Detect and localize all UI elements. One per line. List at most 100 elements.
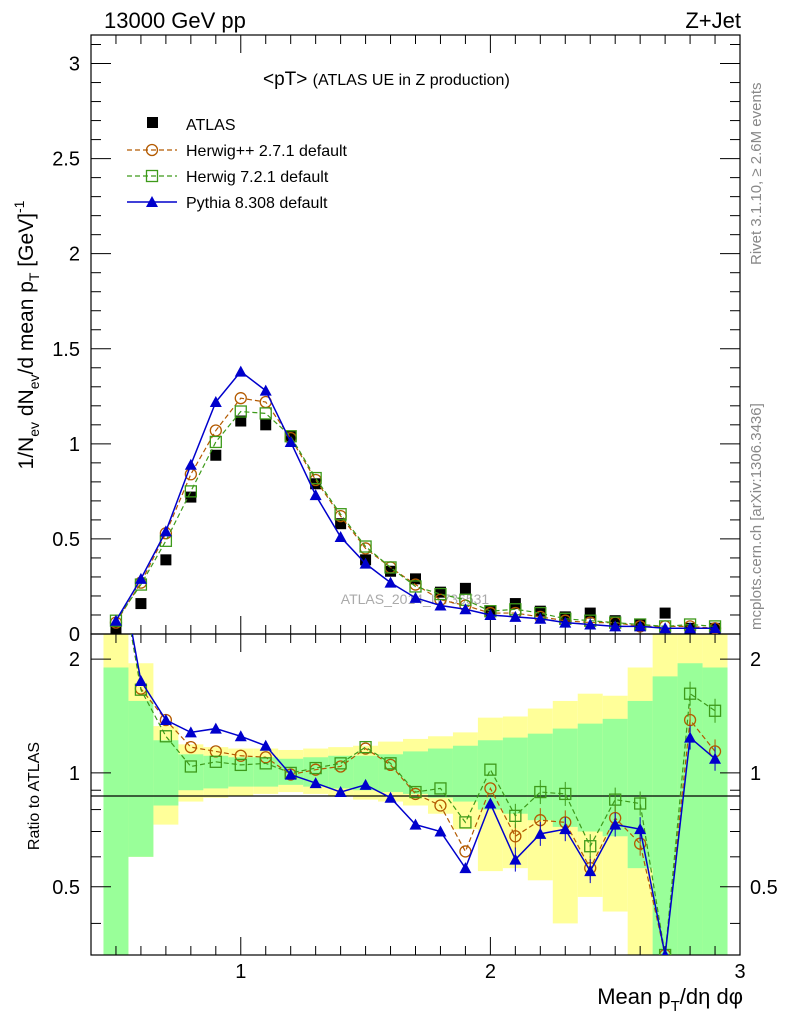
band-inner (228, 757, 254, 787)
data-point (334, 531, 347, 543)
ratio-point (384, 791, 397, 803)
ratio-point (661, 949, 669, 955)
x-tick-label: 2 (485, 961, 496, 983)
data-point-atlas (584, 607, 596, 619)
ratio-point (509, 830, 522, 843)
ratio-point (184, 760, 197, 773)
data-point (109, 614, 122, 626)
ratio-point (359, 778, 372, 790)
ratio-point (709, 752, 722, 764)
data-point-atlas (260, 419, 272, 431)
legend: ATLAS Herwig++ 2.7.1 default Herwig 7.2.… (127, 117, 348, 212)
band-inner (403, 751, 428, 794)
legend-label-atlas: ATLAS (186, 117, 236, 134)
x-tick-label: 3 (734, 961, 745, 983)
svg-text:1/Nev dNev/d mean pT [GeV]-1: 1/Nev dNev/d mean pT [GeV]-1 (11, 200, 42, 469)
data-point (384, 576, 397, 588)
data-point-atlas (385, 565, 397, 577)
ratio-point (634, 823, 647, 835)
legend-marker-pythia (146, 196, 158, 207)
data-point-atlas (210, 449, 222, 461)
ratio-point (609, 818, 622, 830)
data-point (409, 591, 422, 603)
data-point (259, 407, 272, 420)
data-point (709, 622, 722, 634)
ratio-point (509, 853, 522, 865)
title-sub: (ATLAS UE in Z production) (313, 72, 510, 89)
series-pythia-8-308-default (109, 365, 722, 634)
data-point (209, 396, 222, 408)
data-point (234, 405, 247, 418)
data-point (309, 489, 322, 501)
main-y-axis-label: 1/Nev dNev/d mean pT [GeV]-1 (11, 200, 42, 469)
y-tick-label: 3 (69, 54, 80, 76)
data-point (334, 508, 347, 521)
ratio-point (159, 714, 172, 726)
ratio-point (134, 675, 147, 687)
ratio-series-herwig-7-2-1-default (130, 634, 722, 955)
energy-label: 13000 GeV pp (104, 8, 246, 33)
ratio-point (409, 785, 422, 799)
legend-marker-herwig7 (145, 169, 159, 183)
ratio-point (209, 722, 222, 734)
data-point (659, 622, 672, 634)
ratio-series-pythia-8-308-default (110, 539, 722, 955)
ratio-point (434, 799, 447, 812)
data-point (284, 435, 297, 447)
band-inner (502, 737, 528, 814)
band-inner (452, 745, 478, 802)
data-point (559, 616, 572, 628)
band-inner (652, 676, 678, 955)
ratio-point (184, 726, 197, 738)
data-point (584, 618, 597, 630)
main-series (109, 365, 722, 634)
ratio-point (559, 787, 572, 801)
ratio-point (534, 827, 547, 839)
ratio-line (130, 634, 716, 955)
data-point (684, 622, 697, 634)
process-label: Z+Jet (685, 8, 741, 33)
ratio-point (234, 730, 247, 742)
data-point (259, 384, 272, 396)
ratio-point (484, 797, 497, 809)
ratio-y-tick-label-right: 0.5 (750, 877, 778, 899)
data-point (234, 365, 247, 377)
ratio-point (110, 539, 122, 550)
svg-text:<pT> (ATLAS UE in Z production: <pT> (ATLAS UE in Z production) (263, 69, 510, 90)
ratio-point (384, 757, 397, 770)
ratio-point (708, 704, 722, 717)
data-point-atlas (434, 586, 446, 598)
title-main: <pT> (263, 69, 307, 90)
data-point (184, 458, 197, 470)
axis-ticks (90, 35, 741, 955)
ratio-point (584, 865, 597, 877)
ratio-y-tick-label-right: 1 (750, 763, 761, 785)
ratio-point (184, 740, 197, 754)
rivet-version-label: Rivet 3.1.10, ≥ 2.6M events (748, 83, 765, 266)
legend-marker-atlas (147, 117, 158, 128)
y-tick-label: 2.5 (52, 149, 80, 171)
data-point-atlas (459, 582, 471, 594)
ratio-point (683, 687, 697, 700)
ratio-point (409, 818, 422, 830)
ratio-point (334, 786, 347, 798)
data-point (184, 485, 197, 498)
y-tick-label: 2 (69, 244, 80, 266)
ratio-point (309, 777, 322, 789)
data-point (484, 608, 497, 620)
band-inner (577, 723, 603, 832)
ratio-y-tick-label-right: 2 (750, 649, 761, 671)
data-point (534, 612, 547, 624)
ratio-point (484, 763, 497, 776)
data-point (434, 599, 447, 611)
ratio-point (509, 809, 522, 822)
ratio-point (459, 845, 472, 858)
data-point (384, 561, 397, 574)
data-point (509, 610, 522, 622)
ratio-point (110, 540, 121, 551)
band-inner (203, 755, 229, 789)
band-inner (253, 757, 279, 787)
ratio-point (159, 730, 173, 743)
ratio-y-tick-label: 2 (69, 649, 80, 671)
